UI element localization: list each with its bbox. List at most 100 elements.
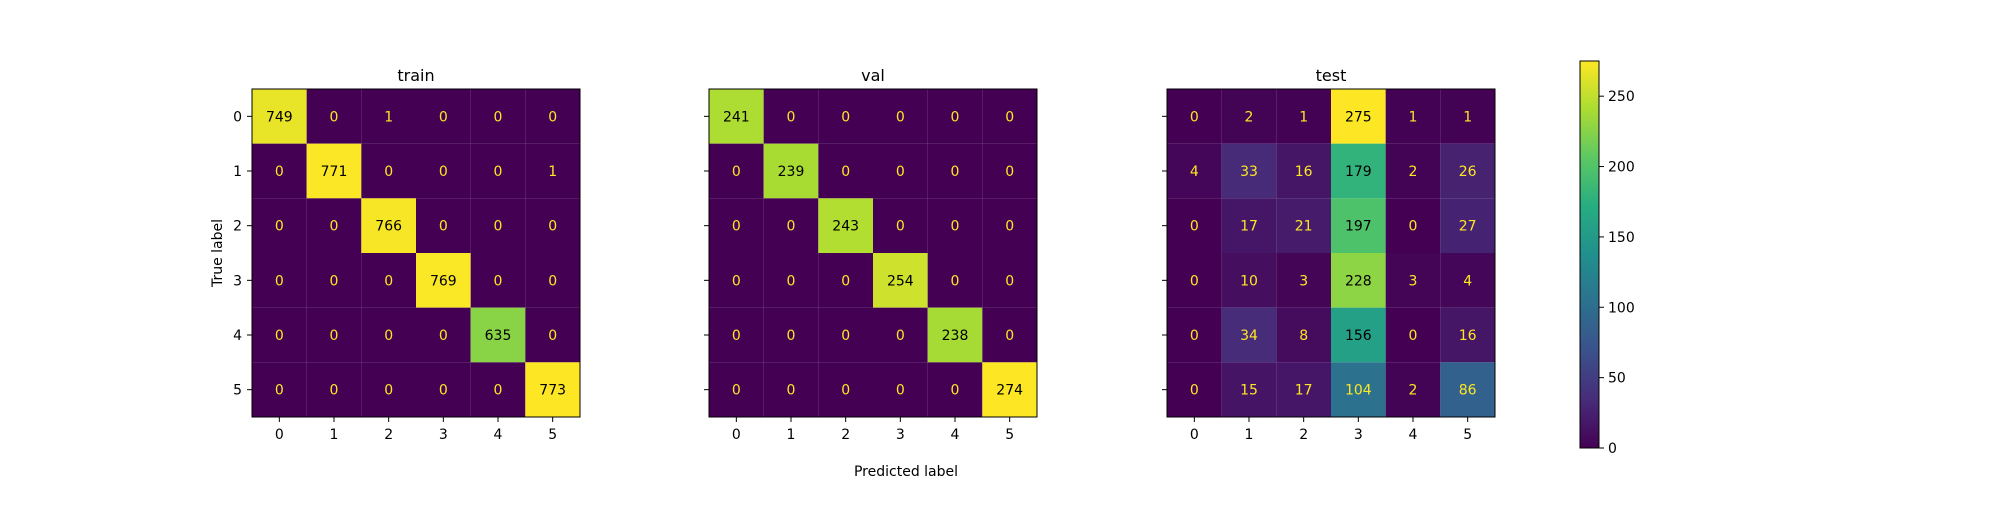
cell-value-label: 0 <box>494 383 503 399</box>
heatmap-cell <box>763 143 819 199</box>
heatmap-cell <box>470 198 526 253</box>
cell-value-label: 0 <box>896 383 905 399</box>
cell-value-label: 16 <box>1295 164 1313 180</box>
heatmap-cell <box>927 143 983 199</box>
heatmap-cell <box>1331 307 1386 363</box>
cell-value-label: 0 <box>787 109 796 125</box>
heatmap-cell <box>1276 362 1331 417</box>
cell-value-label: 0 <box>841 109 850 125</box>
cell-value-label: 0 <box>787 219 796 235</box>
cell-value-label: 0 <box>330 328 339 344</box>
cell-value-label: 0 <box>732 164 741 180</box>
cell-value-label: 34 <box>1240 328 1258 344</box>
heatmap-cell <box>1385 362 1441 417</box>
cell-value-label: 0 <box>275 273 284 289</box>
cell-value-label: 0 <box>330 219 339 235</box>
cell-value-label: 0 <box>841 164 850 180</box>
heatmap-cell <box>1385 253 1441 308</box>
cell-value-label: 4 <box>1190 164 1199 180</box>
cell-value-label: 0 <box>1190 219 1199 235</box>
heatmap-cell <box>361 198 416 253</box>
y-axis-label: True label <box>210 219 226 288</box>
colorbar-tick-label: 100 <box>1608 300 1635 316</box>
heatmap-cell <box>1167 253 1222 308</box>
heatmap-cell <box>252 307 307 363</box>
heatmap-cell <box>361 307 416 363</box>
heatmap-cell <box>470 143 526 199</box>
cell-value-label: 0 <box>1190 383 1199 399</box>
heatmap-cell <box>361 143 416 199</box>
heatmap-cell <box>763 362 819 417</box>
cell-value-label: 1 <box>1299 109 1308 125</box>
cell-value-label: 0 <box>548 328 557 344</box>
colorbar: 0 50 100 150 200 250 <box>1579 60 1635 457</box>
x-tick-label: 3 <box>896 427 905 443</box>
y-tick-label: 4 <box>233 328 242 344</box>
cell-value-label: 3 <box>1409 273 1418 289</box>
heatmap-cell <box>416 143 471 199</box>
x-tick-label: 0 <box>732 427 741 443</box>
heatmap-cell <box>873 253 928 308</box>
heatmap-cell <box>927 362 983 417</box>
cell-value-label: 0 <box>841 383 850 399</box>
cell-value-label: 0 <box>439 109 448 125</box>
cell-value-label: 0 <box>732 219 741 235</box>
cell-value-label: 0 <box>275 164 284 180</box>
cell-value-label: 0 <box>1409 328 1418 344</box>
x-tick-label: 4 <box>494 427 503 443</box>
heatmap-cell <box>1167 307 1222 363</box>
heatmap-cell <box>927 89 983 144</box>
heatmap-cell <box>1440 307 1495 363</box>
heatmap-cell <box>306 198 362 253</box>
panel-title: test <box>1316 66 1347 85</box>
cell-value-label: 0 <box>951 383 960 399</box>
x-tick-label: 3 <box>1354 427 1363 443</box>
y-tick-label: 1 <box>233 164 242 180</box>
heatmap-cell <box>252 362 307 417</box>
cell-value-label: 156 <box>1345 328 1372 344</box>
heatmap-cell <box>525 362 580 417</box>
heatmap-cell <box>818 143 873 199</box>
cell-value-label: 1 <box>1463 109 1472 125</box>
heatmap-cell <box>1167 198 1222 253</box>
cell-value-label: 0 <box>439 219 448 235</box>
heatmap-cell <box>306 143 362 199</box>
heatmap-cell <box>306 307 362 363</box>
cell-value-label: 0 <box>330 383 339 399</box>
heatmap-cell <box>470 89 526 144</box>
heatmap-cell <box>1331 89 1386 144</box>
heatmap-cell <box>1440 253 1495 308</box>
heatmap-cell <box>982 89 1037 144</box>
colorbar-tick-label: 0 <box>1608 441 1617 457</box>
cell-value-label: 0 <box>896 109 905 125</box>
cell-value-label: 33 <box>1240 164 1258 180</box>
heatmap-cell <box>1331 143 1386 199</box>
panel-frame <box>251 88 581 418</box>
heatmap-cell <box>818 89 873 144</box>
cell-value-label: 0 <box>896 328 905 344</box>
cell-value-label: 274 <box>996 383 1023 399</box>
colorbar-gradient <box>1579 60 1600 449</box>
cell-value-label: 0 <box>951 109 960 125</box>
heatmap-cell <box>873 89 928 144</box>
x-tick-label: 5 <box>548 427 557 443</box>
heatmap-cell <box>709 198 764 253</box>
heatmap-cell <box>361 362 416 417</box>
heatmap-cell <box>982 198 1037 253</box>
panel-title: train <box>397 66 434 85</box>
cell-value-label: 0 <box>841 328 850 344</box>
heatmap-cell <box>1276 143 1331 199</box>
cell-value-label: 0 <box>275 328 284 344</box>
heatmap-cell <box>1385 89 1441 144</box>
heatmap-cell <box>927 198 983 253</box>
heatmap-cell <box>709 89 764 144</box>
heatmap-cell <box>1276 307 1331 363</box>
heatmap-cell <box>470 253 526 308</box>
cell-value-label: 0 <box>1409 219 1418 235</box>
heatmap-cell <box>1385 307 1441 363</box>
heatmap-cell <box>1221 143 1277 199</box>
panel-train: train 749 0 1 0 0 0 0 771 0 0 0 1 0 0 766 0 0 0 0 0 0 769 0 0 0 0 0… <box>233 66 581 443</box>
cell-value-label: 0 <box>1005 109 1014 125</box>
